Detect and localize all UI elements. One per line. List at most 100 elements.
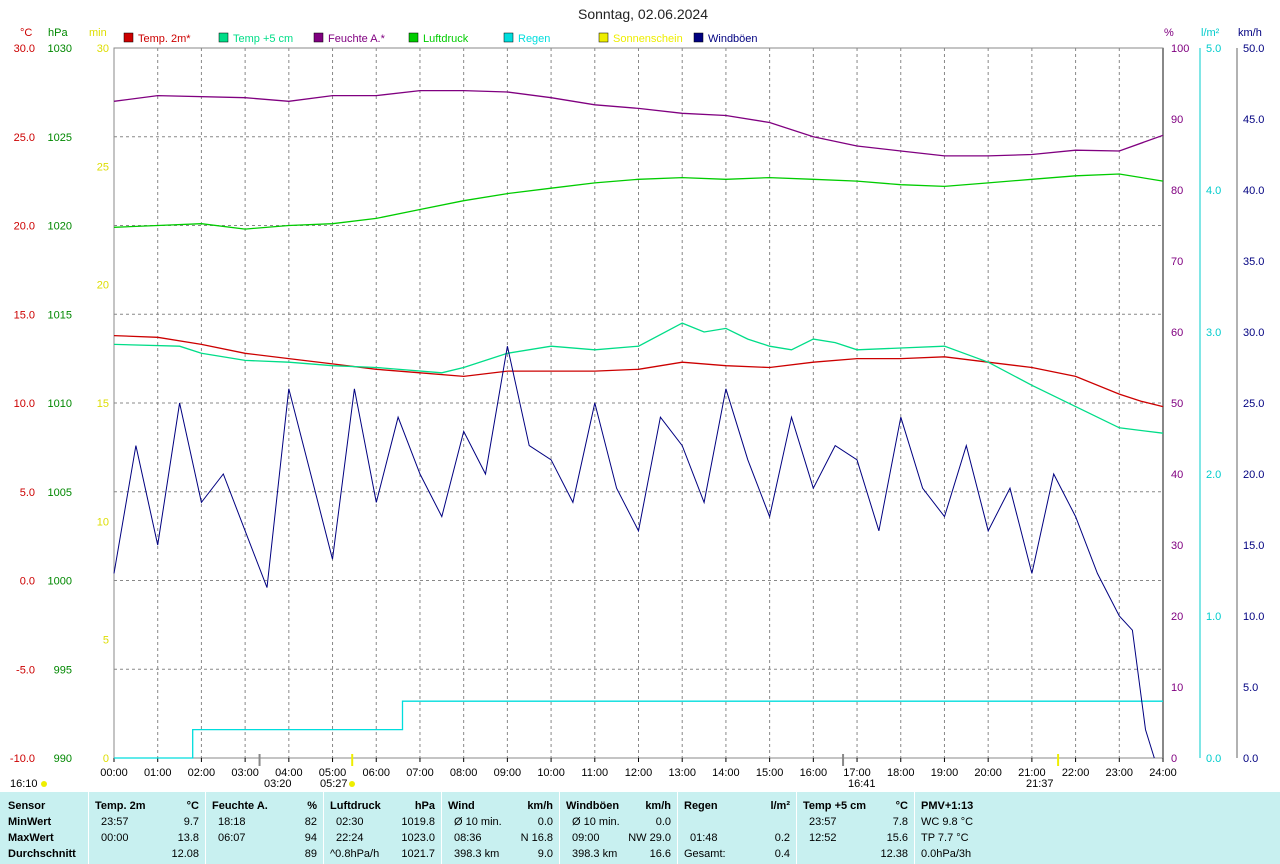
temp-tick-label: 30.0 <box>14 43 35 55</box>
series-line-pressure <box>113 173 1164 230</box>
stats-humidity-column: Feuchte A.% 18:18 82 06:07 94 89 <box>206 792 324 864</box>
wind-distance: 398.3 km <box>454 848 500 860</box>
temp5cm-min: 7.8 <box>892 816 908 828</box>
legend-swatch <box>313 32 324 43</box>
wind-unit-label: km/h <box>1238 27 1262 39</box>
wind-min-label: Ø 10 min. <box>454 816 502 828</box>
chart-axes: 30.025.020.015.010.05.00.0-5.0-10.010301… <box>10 43 1265 779</box>
gusts-avg: 16.6 <box>649 848 671 860</box>
wind-avg: 9.0 <box>537 848 553 860</box>
sun-tick-label: 15 <box>97 398 109 410</box>
humidity-tick-label: 20 <box>1171 611 1183 623</box>
legend-swatch <box>503 32 514 43</box>
temp5cm-max-time: 12:52 <box>809 832 837 844</box>
pmv-header: PMV+1:13 <box>921 800 974 812</box>
stats-temp2m-column: Temp. 2m °C 23:57 9.7 00:00 13.8 12.08 <box>89 792 206 864</box>
wind-tick-label: 40.0 <box>1243 185 1264 197</box>
legend-swatch <box>598 32 609 43</box>
series-line-rain <box>114 700 1163 759</box>
wind-min: 0.0 <box>537 816 553 828</box>
legend-swatch <box>218 32 229 43</box>
sun-tick-label: 0 <box>103 753 109 765</box>
temp2m-header: Temp. 2m <box>95 800 146 812</box>
x-tick-label: 12:00 <box>625 767 653 779</box>
weather-chart: Sonntag, 02.06.2024 °C hPa min % l/m² km… <box>10 6 1265 790</box>
temp-tick-label: 0.0 <box>20 576 35 588</box>
x-tick-label: 03:00 <box>231 767 259 779</box>
x-tick-label: 09:00 <box>494 767 522 779</box>
humidity-tick-label: 30 <box>1171 540 1183 552</box>
humidity-min: 82 <box>304 816 317 828</box>
temp2m-max: 13.8 <box>177 832 199 844</box>
legend-label: Sonnenschein <box>613 33 683 45</box>
wind-tick-label: 20.0 <box>1243 469 1264 481</box>
legend-label: Feuchte A.* <box>328 33 386 45</box>
temp2m-unit: °C <box>186 800 199 812</box>
rain-max-time: 01:48 <box>690 832 718 844</box>
x-tick-label: 19:00 <box>931 767 959 779</box>
wind-unit: km/h <box>527 800 553 812</box>
humidity-tick-label: 90 <box>1171 114 1183 126</box>
humidity-tick-label: 60 <box>1171 327 1183 339</box>
pressure-unit-label: hPa <box>48 27 68 39</box>
rain-tick-label: 3.0 <box>1206 327 1221 339</box>
gusts-header: Windböen <box>566 800 620 812</box>
rain-total: 0.4 <box>774 848 790 860</box>
temp-tick-label: -10.0 <box>10 753 35 765</box>
sun-tick-label: 25 <box>97 161 109 173</box>
temp-tick-label: 20.0 <box>14 221 35 233</box>
series-line-humidity <box>113 89 1164 157</box>
x-tick-label: 24:00 <box>1149 767 1177 779</box>
wind-tick-label: 35.0 <box>1243 256 1264 268</box>
x-tick-label: 06:00 <box>362 767 390 779</box>
humidity-tick-label: 40 <box>1171 469 1183 481</box>
humidity-tick-label: 100 <box>1171 43 1189 55</box>
pmv-trend: 0.0hPa/3h <box>921 848 972 860</box>
temp5cm-min-time: 23:57 <box>809 816 837 828</box>
wind-tick-label: 5.0 <box>1243 682 1258 694</box>
pressure-unit: hPa <box>414 800 435 812</box>
temp-tick-label: 15.0 <box>14 309 35 321</box>
wind-max-time: 08:36 <box>454 832 482 844</box>
stats-gusts-column: Windböen km/h Ø 10 min. 0.0 09:00 NW 29.0 3… <box>560 792 678 864</box>
x-tick-label: 15:00 <box>756 767 784 779</box>
rain-unit-label: l/m² <box>1201 27 1220 39</box>
temp5cm-header: Temp +5 cm <box>803 800 867 812</box>
rain-max: 0.2 <box>774 832 790 844</box>
max-row-label: MaxWert <box>8 832 54 844</box>
rain-total-label: Gesamt: <box>684 848 726 860</box>
legend-swatch <box>123 32 134 43</box>
wind-tick-label: 10.0 <box>1243 611 1264 623</box>
pressure-tick-label: 995 <box>54 664 72 676</box>
temp5cm-max: 15.6 <box>886 832 908 844</box>
pressure-tick-label: 1000 <box>48 576 72 588</box>
pressure-tick-label: 1010 <box>48 398 72 410</box>
sun-tick-label: 10 <box>97 516 109 528</box>
sun-icon <box>41 781 47 787</box>
chart-legend: Temp. 2m* Temp +5 cm Feuchte A.* Luftdruck R… <box>123 32 758 45</box>
sunrise-label: 05:27 <box>320 778 348 790</box>
series-line-wind <box>113 346 1155 759</box>
humidity-tick-label: 80 <box>1171 185 1183 197</box>
humidity-tick-label: 0 <box>1171 753 1177 765</box>
x-tick-label: 23:00 <box>1106 767 1134 779</box>
pressure-tick-label: 1015 <box>48 309 72 321</box>
chart-grid <box>113 47 1164 759</box>
temp5cm-unit: °C <box>895 800 908 812</box>
legend-label: Windböen <box>708 33 758 45</box>
humidity-min-time: 18:18 <box>218 816 246 828</box>
x-tick-label: 14:00 <box>712 767 740 779</box>
x-tick-label: 07:00 <box>406 767 434 779</box>
wind-tick-label: 25.0 <box>1243 398 1264 410</box>
sun-unit-label: min <box>89 27 107 39</box>
wind-tick-label: 15.0 <box>1243 540 1264 552</box>
temp2m-avg: 12.08 <box>171 848 199 860</box>
sensor-header: Sensor <box>8 800 46 812</box>
x-tick-label: 08:00 <box>450 767 478 779</box>
min-row-label: MinWert <box>8 816 52 828</box>
pressure-min-time: 02:30 <box>336 816 364 828</box>
stats-temp5cm-column: Temp +5 cm °C 23:57 7.8 12:52 15.6 12.38 <box>797 792 915 864</box>
legend-label: Temp. 2m* <box>138 33 191 45</box>
humidity-header: Feuchte A. <box>212 800 268 812</box>
day-start-label: 16:10 <box>10 778 38 790</box>
